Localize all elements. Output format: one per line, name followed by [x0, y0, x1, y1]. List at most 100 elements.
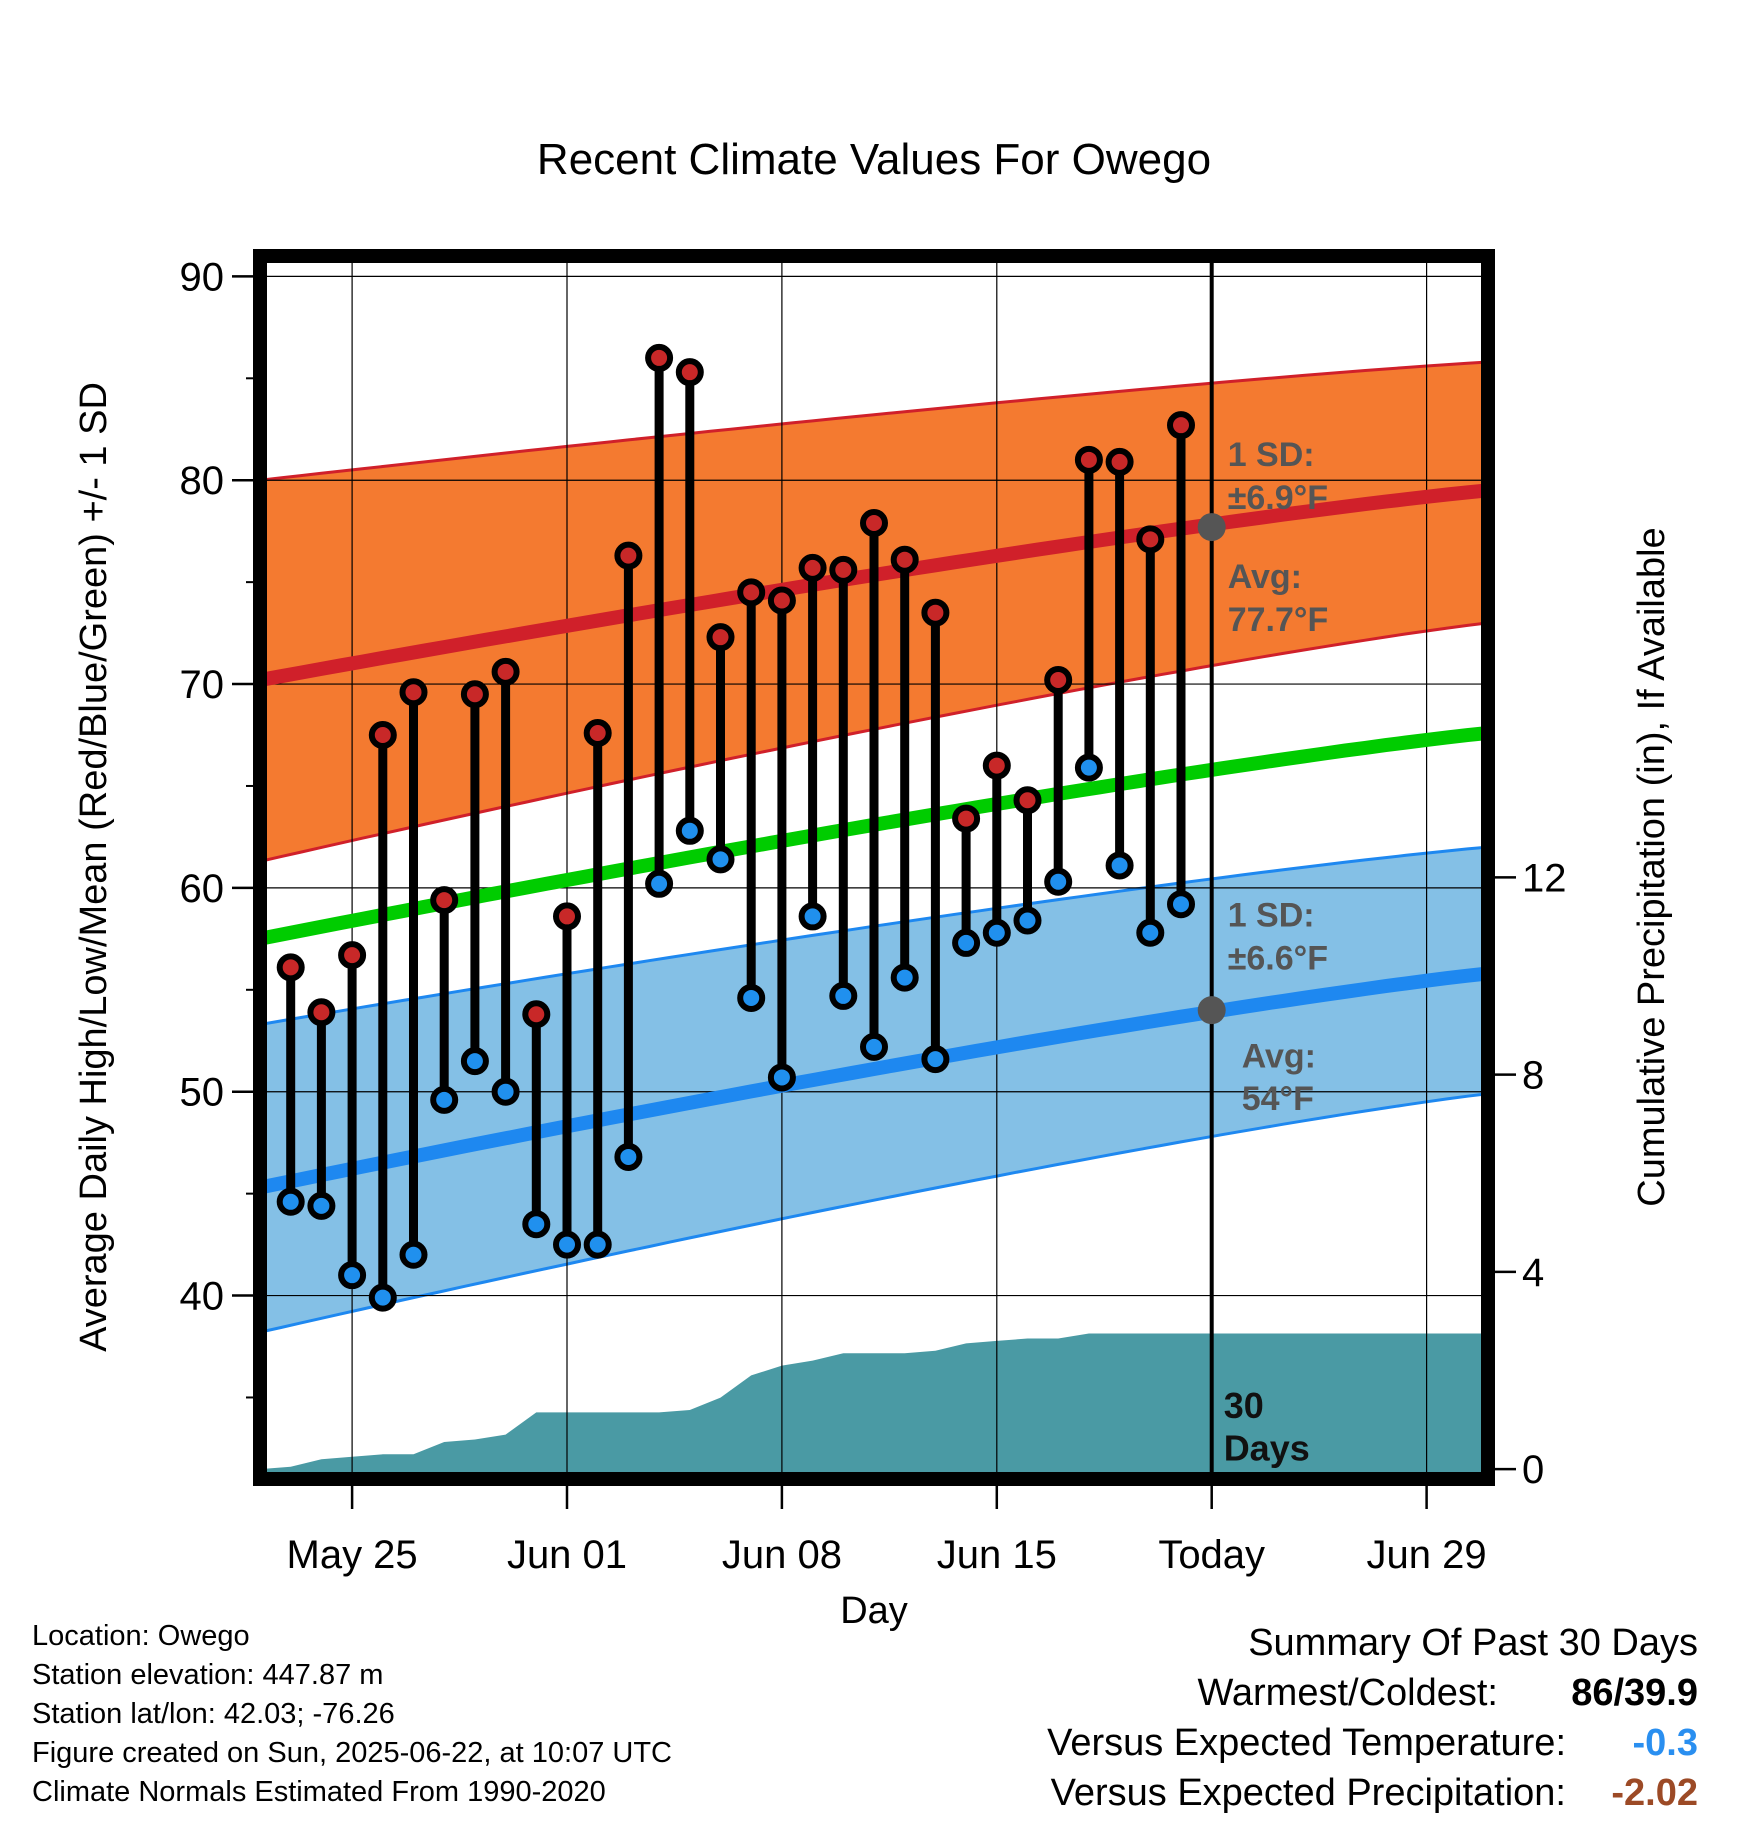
daily-high-point [1013, 786, 1042, 815]
daily-low-point [767, 1063, 796, 1092]
high-sd-label: 1 SD: [1228, 436, 1315, 474]
daily-bar [399, 678, 428, 1269]
daily-bar [706, 623, 735, 874]
daily-bar [1044, 665, 1073, 896]
daily-bar [276, 953, 305, 1216]
high-avg-label: Avg: [1228, 558, 1302, 596]
daily-low-point [614, 1142, 643, 1171]
daily-low-point [952, 928, 981, 957]
daily-high-point [952, 804, 981, 833]
daily-bar [982, 751, 1011, 947]
daily-low-point [982, 918, 1011, 947]
daily-low-point [1074, 753, 1103, 782]
low-avg-label: Avg: [1242, 1037, 1316, 1075]
daily-low-point [1167, 890, 1195, 919]
y2-tick-label: 4 [1522, 1251, 1544, 1295]
daily-bar [1167, 411, 1195, 919]
daily-bar [368, 721, 397, 1312]
plot-frame [253, 249, 1495, 1486]
daily-bar [338, 941, 367, 1290]
daily-high-point [614, 541, 643, 570]
normals-text: Climate Normals Estimated From 1990-2020 [32, 1776, 606, 1808]
daily-bar [1136, 525, 1165, 947]
y2-tick-label: 0 [1522, 1448, 1544, 1492]
daily-bar [829, 555, 858, 1010]
daily-high-point [399, 678, 428, 707]
normal-low-sd-lower-line [260, 1092, 1488, 1334]
daily-high-point [491, 657, 520, 686]
daily-low-point [399, 1240, 428, 1269]
daily-high-point [522, 1000, 551, 1029]
daily-high-point [890, 545, 919, 574]
daily-low-point [706, 845, 735, 874]
daily-bars [276, 343, 1195, 1312]
y-tick-label: 50 [180, 1071, 225, 1115]
daily-bar [460, 680, 489, 1076]
daily-high-point [430, 886, 459, 915]
today-avg-low-dot [1197, 996, 1226, 1025]
daily-low-point [1044, 867, 1073, 896]
daily-low-point [1105, 851, 1134, 880]
daily-high-point [645, 343, 674, 372]
daily-bar [675, 358, 704, 845]
versus-precipitation-label: Versus Expected Precipitation: [1050, 1772, 1566, 1814]
created-text: Figure created on Sun, 2025-06-22, at 10… [32, 1737, 672, 1769]
daily-bar [1013, 786, 1042, 935]
daily-high-point [1167, 411, 1195, 440]
daily-high-point [276, 953, 305, 982]
high-sd-value: ±6.9°F [1228, 479, 1328, 517]
low-avg-value: 54°F [1242, 1080, 1314, 1118]
daily-bar [767, 586, 796, 1092]
location-text: Location: Owego [32, 1620, 250, 1652]
days-word-label: Days [1224, 1428, 1310, 1469]
daily-bar [553, 902, 581, 1259]
daily-low-point [368, 1283, 397, 1312]
daily-bar [1074, 445, 1103, 782]
high-avg-value: 77.7°F [1228, 601, 1329, 639]
y-tick-label: 70 [180, 663, 225, 707]
y-tick-label: 80 [180, 459, 225, 503]
y-axis-ticks: 40 50 60 70 80 90 [180, 255, 260, 1399]
daily-bar [860, 509, 888, 1061]
daily-high-point [829, 555, 858, 584]
daily-bar [522, 1000, 551, 1239]
daily-high-point [767, 586, 796, 615]
daily-high-point [860, 509, 888, 538]
normal-low-line [260, 966, 1488, 1195]
x-tick-label: Jun 15 [937, 1533, 1057, 1577]
daily-bar [890, 545, 919, 992]
y2-tick-label: 12 [1522, 856, 1567, 900]
daily-high-point [737, 578, 766, 607]
versus-temperature-label: Versus Expected Temperature: [1047, 1722, 1566, 1764]
x-tick-label: Jun 01 [507, 1533, 627, 1577]
chart-title: Recent Climate Values For Owego [537, 135, 1211, 184]
daily-bar [430, 886, 459, 1114]
x-tick-label: Jun 29 [1367, 1533, 1487, 1577]
x-tick-label: Jun 08 [722, 1533, 842, 1577]
daily-low-point [430, 1085, 459, 1114]
low-sd-label: 1 SD: [1228, 897, 1315, 935]
low-sd-value: ±6.6°F [1228, 939, 1328, 977]
x-tick-label: Today [1158, 1533, 1265, 1577]
daily-low-point [645, 869, 674, 898]
x-axis-ticks: May 25 Jun 01 Jun 08 Jun 15 Today Jun 29 [287, 1479, 1487, 1577]
daily-bar [737, 578, 766, 1012]
warmest-coldest-value: 86/39.9 [1571, 1672, 1698, 1714]
summary-heading: Summary Of Past 30 Days [1248, 1622, 1698, 1664]
daily-low-point [860, 1032, 888, 1061]
versus-temperature-value: -0.3 [1632, 1722, 1698, 1764]
daily-low-point [338, 1261, 367, 1290]
y-axis-label: Average Daily High/Low/Mean (Red/Blue/Gr… [73, 382, 115, 1352]
daily-high-point [338, 941, 367, 970]
daily-bar [614, 541, 643, 1171]
daily-low-point [460, 1047, 489, 1076]
latlon-text: Station lat/lon: 42.03; -76.26 [32, 1698, 395, 1730]
daily-low-point [491, 1077, 520, 1106]
daily-high-point [706, 623, 735, 652]
daily-low-point [307, 1191, 336, 1220]
daily-low-point [737, 983, 766, 1012]
daily-bar [307, 998, 336, 1220]
daily-high-point [1044, 665, 1073, 694]
normal-high-sd-upper-line [260, 360, 1488, 482]
